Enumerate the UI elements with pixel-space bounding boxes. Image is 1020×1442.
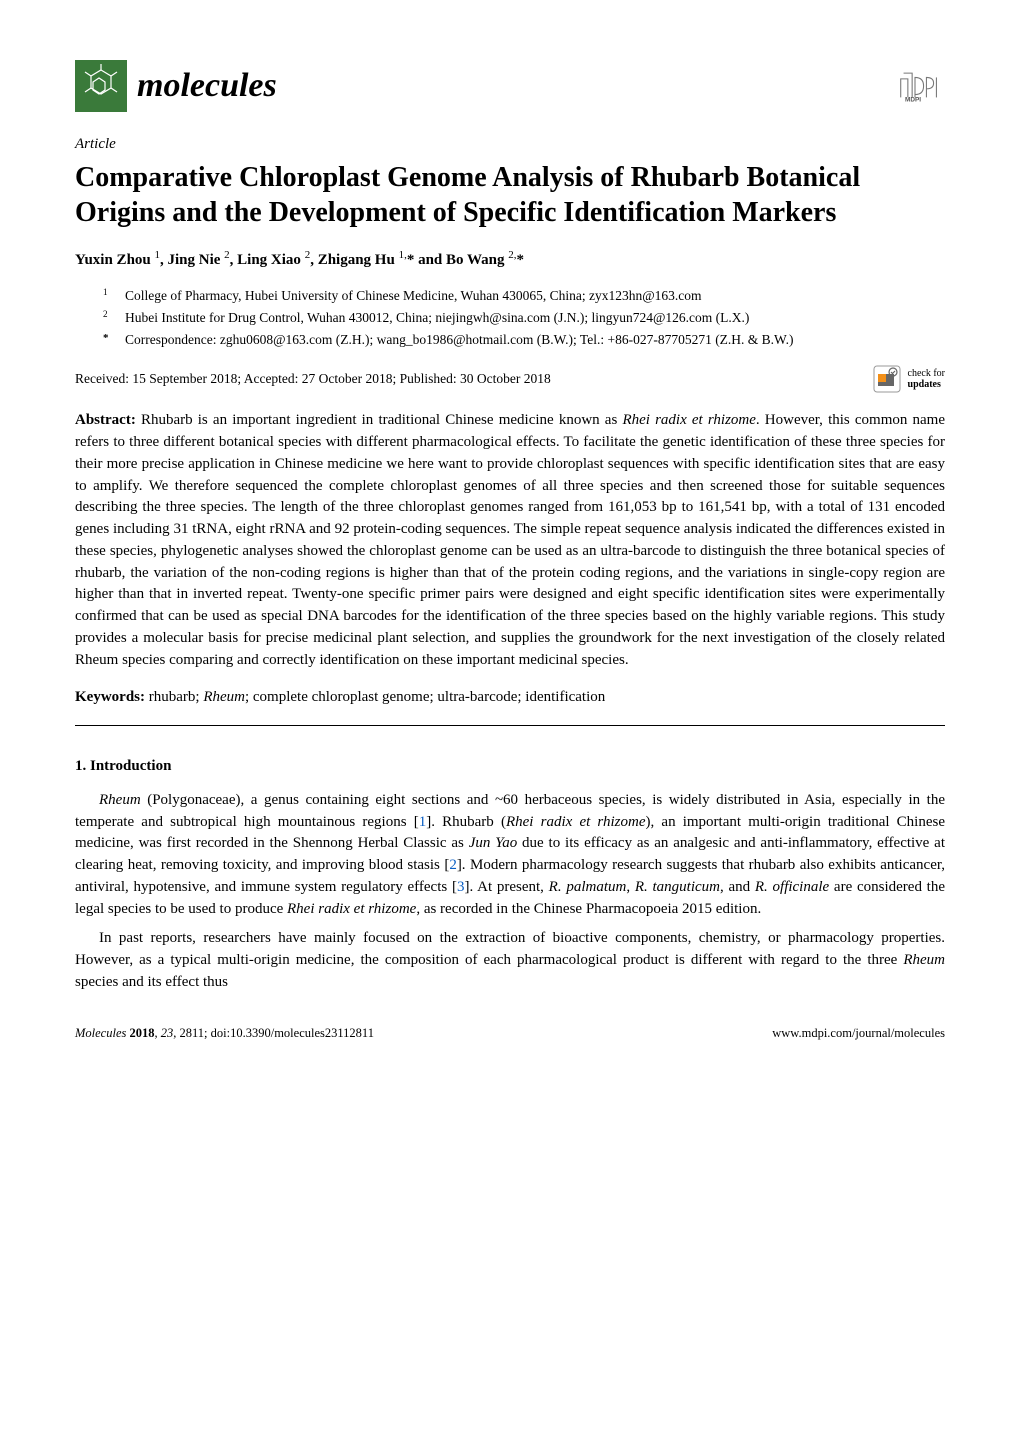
affiliation-corr: * Correspondence: zghu0608@163.com (Z.H.… [103,330,945,350]
author-2: Jing Nie 2 [168,252,230,268]
author-1: Yuxin Zhou 1 [75,252,160,268]
author-3: Ling Xiao 2 [237,252,310,268]
separator-line [75,725,945,726]
dates-row: Received: 15 September 2018; Accepted: 2… [75,364,945,394]
article-type: Article [75,134,945,156]
journal-name: molecules [137,61,277,110]
ref-3[interactable]: 3 [457,879,465,895]
check-updates-badge[interactable]: check for updates [872,364,945,394]
section-1-heading: 1. Introduction [75,756,945,778]
keywords: Keywords: rhubarb; Rheum; complete chlor… [75,687,945,709]
received-text: Received: 15 September 2018; Accepted: 2… [75,369,551,389]
affiliations: 1 College of Pharmacy, Hubei University … [75,286,945,351]
footer: Molecules 2018, 23, 2811; doi:10.3390/mo… [75,1024,945,1042]
author-4: Zhigang Hu 1,* [318,252,415,268]
header-row: molecules MDPI [75,60,945,112]
footer-left: Molecules 2018, 23, 2811; doi:10.3390/mo… [75,1024,374,1042]
intro-para-1: Rheum (Polygonaceae), a genus containing… [75,790,945,921]
affiliation-1: 1 College of Pharmacy, Hubei University … [103,286,945,306]
updates-badge-text: check for updates [908,368,945,390]
keywords-label: Keywords: [75,689,145,705]
intro-para-2: In past reports, researchers have mainly… [75,928,945,993]
mdpi-logo: MDPI [895,66,945,106]
molecules-logo-icon [75,60,127,112]
author-5: Bo Wang 2,* [446,252,524,268]
authors-line: Yuxin Zhou 1, Jing Nie 2, Ling Xiao 2, Z… [75,248,945,272]
affiliation-2: 2 Hubei Institute for Drug Control, Wuha… [103,308,945,328]
ref-1[interactable]: 1 [419,814,427,830]
abstract-label: Abstract: [75,412,136,428]
abstract: Abstract: Rhubarb is an important ingred… [75,410,945,671]
article-title: Comparative Chloroplast Genome Analysis … [75,160,945,230]
ref-2[interactable]: 2 [449,857,457,873]
footer-right: www.mdpi.com/journal/molecules [772,1024,945,1042]
journal-logo: molecules [75,60,277,112]
mdpi-text: MDPI [905,97,921,104]
